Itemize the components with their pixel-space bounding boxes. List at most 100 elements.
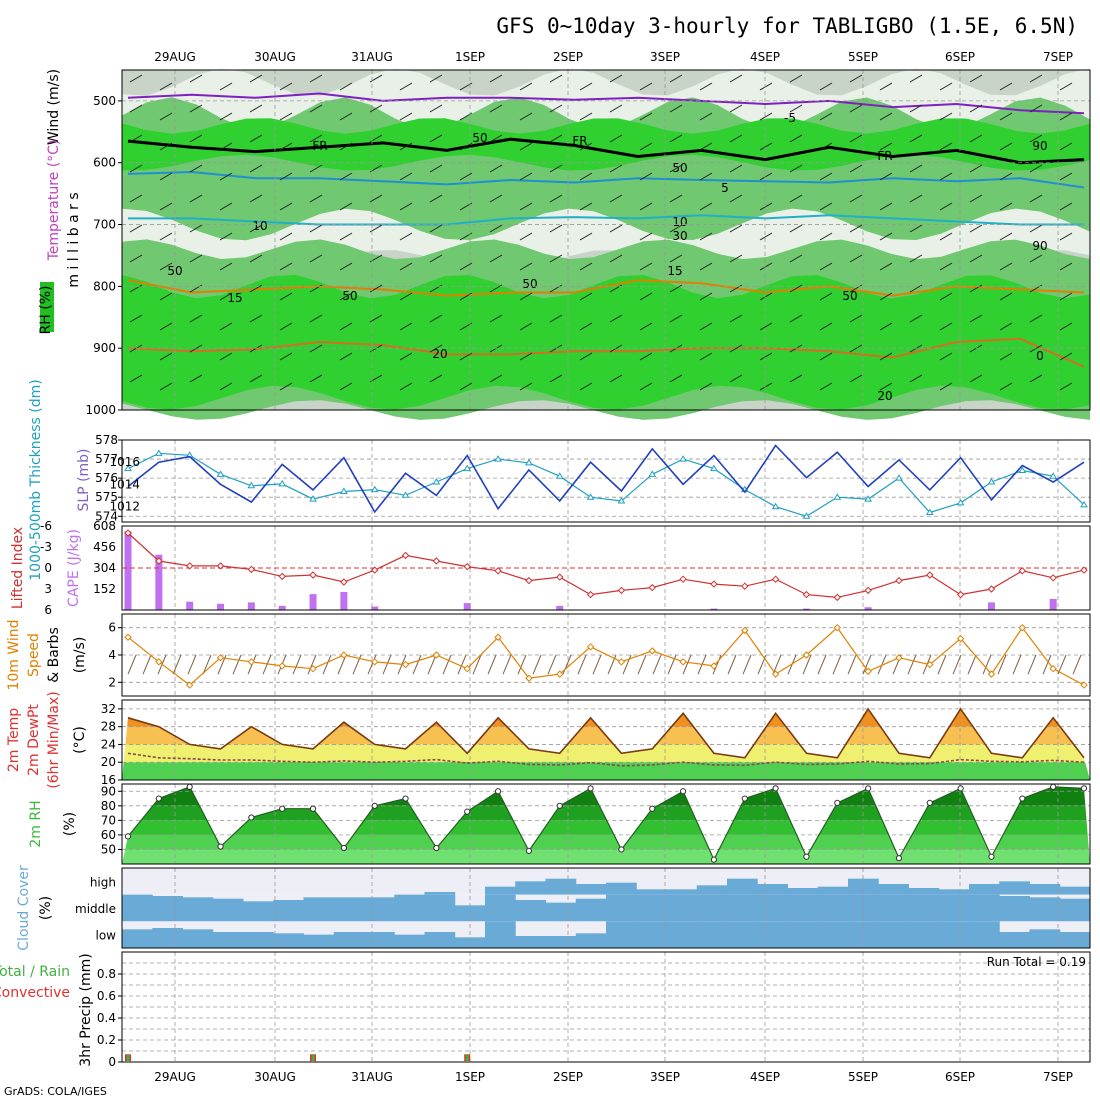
cloud-cell <box>999 881 1030 895</box>
y-axis-label-thickness: 1000-500mb Thickness (dm) <box>28 379 44 580</box>
wind-barb <box>879 352 893 361</box>
wind-barb <box>532 654 542 675</box>
cloud-cell <box>424 932 456 948</box>
wind-barb <box>817 654 827 675</box>
y-tick-label-right: 152 <box>93 582 116 596</box>
wind-barb <box>189 74 203 83</box>
wind-barb <box>279 382 293 391</box>
date-label-bottom: 1SEP <box>455 1070 485 1084</box>
wind-barb <box>262 654 272 675</box>
y-axis-label-temp: Temperature (°C) <box>46 140 62 262</box>
date-label-top: 5SEP <box>848 50 878 64</box>
wind-speed-marker <box>494 633 502 641</box>
wind-barb <box>579 292 593 301</box>
cloud-cell <box>364 897 395 922</box>
y-axis-unit: 3hr Precip (mm) <box>78 953 94 1066</box>
wind-barb <box>1059 352 1073 361</box>
wind-barb <box>1029 74 1043 83</box>
wind-barb <box>249 74 263 83</box>
wind-barb <box>279 202 293 211</box>
wind-speed-marker <box>710 662 718 670</box>
cloud-cell <box>485 921 516 948</box>
wind-barb <box>759 82 773 91</box>
wind-barb <box>369 104 383 113</box>
top-date-axis: 29AUG 30AUG 31AUG 1SEP 2SEP 3SEP 4SEP 5SEP 6SEP 7… <box>154 50 1073 64</box>
wind-barb <box>577 654 587 675</box>
wind-barb <box>219 292 233 301</box>
wind-barb <box>969 254 983 263</box>
wind-barb <box>309 164 323 173</box>
wind-barb <box>279 232 293 241</box>
wind-barb <box>879 232 893 241</box>
isotherm-5 <box>127 170 1085 189</box>
rh-marker <box>772 785 779 792</box>
wind-barb <box>399 232 413 241</box>
wind-barb <box>637 654 647 675</box>
y-tick-label: 575 <box>95 490 118 504</box>
wind-barb <box>699 112 713 121</box>
cloud-cell <box>878 921 909 948</box>
wind-barb <box>939 382 953 391</box>
cloud-cell <box>908 888 940 895</box>
date-label-top: 4SEP <box>750 50 780 64</box>
thickness-marker <box>432 477 441 485</box>
wind-speed-marker <box>586 643 595 651</box>
rh-marker <box>679 788 687 795</box>
cloud-cell <box>364 932 395 948</box>
contour-label: 5 <box>721 181 729 195</box>
wind-barb <box>849 314 863 323</box>
y-tick-label: 800 <box>93 279 116 293</box>
wind-barb <box>159 322 173 331</box>
cloud-cell <box>727 921 758 948</box>
wind-barb <box>1029 254 1043 263</box>
wind-barb <box>967 654 977 675</box>
y-tick-label: 578 <box>95 433 118 447</box>
wind-speed-marker <box>802 651 811 659</box>
cloud-row-label-middle: middle <box>75 902 116 916</box>
y-tick-label: 700 <box>93 218 116 232</box>
li-marker <box>679 575 687 583</box>
wind-barb <box>339 172 353 181</box>
date-label-bottom: 3SEP <box>650 1070 680 1084</box>
contour-label: FR <box>572 134 587 148</box>
wind-barb <box>789 374 803 383</box>
wind-barb <box>609 314 623 323</box>
footer-credit: GrADS: COLA/IGES <box>4 1085 107 1098</box>
wind-barb <box>789 74 803 83</box>
wind-barb <box>129 164 143 173</box>
wind-barb <box>669 224 683 233</box>
wind-barb <box>579 202 593 211</box>
wind-barb <box>249 284 263 293</box>
cape-bar <box>1049 598 1057 610</box>
cloud-cell <box>454 937 486 948</box>
wind-barb <box>862 654 872 675</box>
wind-barb <box>982 654 992 675</box>
li-marker <box>155 557 163 565</box>
li-marker <box>741 582 749 590</box>
wind-barb <box>429 254 443 263</box>
wind-barb <box>999 382 1013 391</box>
thickness-marker <box>463 464 472 472</box>
contour-label: 90 <box>1032 139 1047 153</box>
cloud-cell <box>696 894 728 922</box>
cloud-cell <box>969 921 1000 948</box>
wind-barb <box>819 352 833 361</box>
y-tick-label: 80 <box>101 799 116 813</box>
cloud-cell <box>969 884 1000 895</box>
rh-marker <box>587 785 594 792</box>
cloud-cell <box>636 889 667 895</box>
rh-marker <box>556 802 563 809</box>
cloud-cell <box>817 921 849 948</box>
wind-barb <box>519 262 533 271</box>
cloud-cell <box>424 892 456 895</box>
wind-speed-marker <box>432 651 441 659</box>
wind-barb <box>489 314 503 323</box>
wind-barb <box>639 292 653 301</box>
precip-bar-rain <box>465 1054 469 1062</box>
cloud-cell <box>545 878 577 895</box>
wind-barb <box>189 374 203 383</box>
wind-barb <box>999 82 1013 91</box>
wind-barb <box>549 224 563 233</box>
wind-barb <box>159 382 173 391</box>
